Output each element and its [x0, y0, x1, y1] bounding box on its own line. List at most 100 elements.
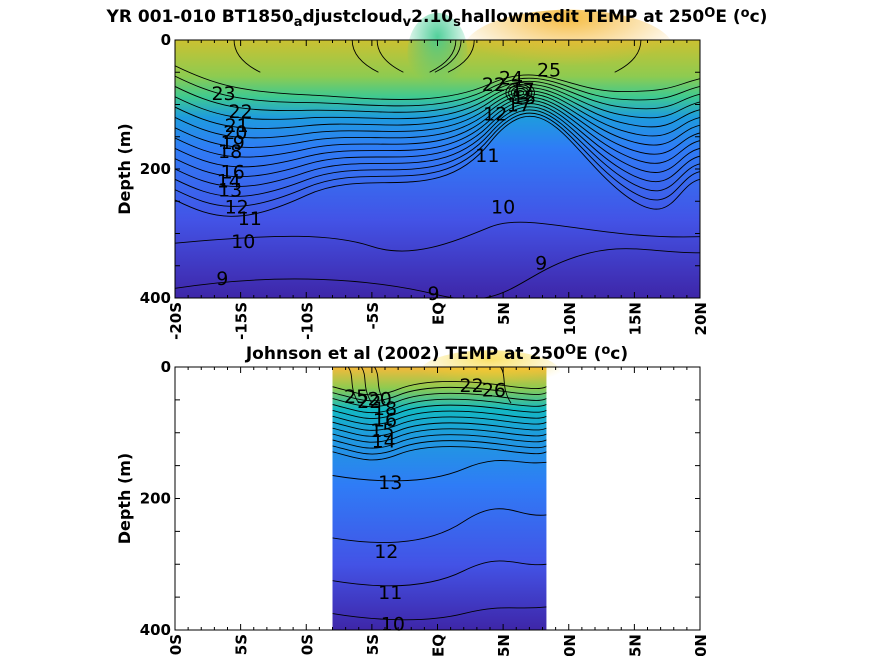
contour-line [175, 221, 700, 252]
contour-label: 22 [229, 101, 253, 123]
x-tick-label: -20S [167, 634, 185, 656]
x-tick-label: EQ [430, 302, 448, 325]
contour-line [351, 40, 379, 73]
contour-line [175, 93, 700, 148]
equatorial-upwelling [407, 12, 468, 93]
contour-line [332, 422, 547, 437]
contour-line [332, 440, 547, 455]
contour-line [332, 428, 547, 443]
contour-line [447, 40, 475, 73]
x-tick-label: -20S [167, 302, 185, 340]
contour-label: 10 [381, 613, 405, 635]
contour-label: 14 [372, 431, 396, 453]
contour-label: 12 [374, 541, 398, 563]
contour-lines [332, 367, 547, 621]
contour-label: 25 [344, 386, 368, 408]
contour-line [332, 398, 547, 414]
x-tick-label: 5N [495, 634, 513, 656]
contour-label: 20 [368, 389, 392, 411]
contour-line [516, 90, 524, 96]
x-tick-label: 20N [692, 634, 710, 656]
contour-line [500, 367, 512, 404]
x-tick-label: 15N [626, 634, 644, 656]
contour-label: 9 [216, 268, 228, 290]
y-tick-label: 400 [140, 289, 171, 307]
contour-label: 11 [378, 582, 402, 604]
contour-line [510, 86, 530, 100]
x-tick-label: -15S [233, 302, 251, 340]
contour-line [332, 404, 547, 419]
contour-label: 18 [218, 141, 242, 163]
contour-line [175, 109, 700, 197]
contour-label: 22 [357, 391, 381, 413]
contour-line [347, 367, 360, 404]
contour-line [175, 87, 700, 130]
chart-title: YR 001-010 BT1850adjustcloudv2.10shallow… [106, 6, 768, 29]
contour-line [332, 434, 547, 449]
contour-label: 17 [511, 79, 535, 101]
contour-label: 24 [499, 67, 523, 89]
contour-line [332, 410, 547, 425]
contour-label: 11 [238, 208, 262, 230]
temperature-field [332, 367, 547, 630]
contour-label: 9 [535, 253, 547, 275]
contour-line [332, 386, 547, 402]
contour-label: 21 [225, 115, 249, 137]
contour-line [376, 40, 404, 73]
y-axis-label: Depth (m) [115, 453, 134, 545]
chart-title: Johnson et al (2002) TEMP at 250OE (oc) [245, 343, 628, 364]
y-tick-label: 0 [161, 358, 171, 376]
contour-line [175, 106, 700, 187]
x-tick-label: -15S [233, 634, 251, 656]
x-tick-label: -5S [364, 634, 382, 656]
y-axis-label: Depth (m) [115, 123, 134, 215]
contour-label: 18 [373, 398, 397, 420]
contour-label: 10 [231, 231, 255, 253]
x-tick-label: -5S [364, 302, 382, 329]
contour-label: 14 [217, 171, 241, 193]
contour-line [429, 40, 457, 73]
contour-label: 20 [223, 122, 247, 144]
contour-label: 12 [225, 196, 249, 218]
contour-line [614, 40, 642, 73]
contour-label: 22 [460, 375, 484, 397]
x-tick-label: 5N [495, 302, 513, 325]
contour-label: 23 [211, 83, 235, 105]
contour-line [175, 65, 700, 100]
contour-line [175, 80, 700, 113]
contour-line [505, 82, 535, 104]
contour-line [434, 40, 462, 73]
contour-line [175, 75, 700, 107]
contour-line [175, 99, 700, 168]
contour-line [332, 459, 547, 482]
contour-line [332, 416, 547, 431]
contour-line [513, 88, 527, 98]
x-tick-label: 20N [692, 302, 710, 335]
contour-line [175, 84, 700, 120]
x-tick-label: 10N [561, 302, 579, 335]
contour-label: 16 [373, 410, 397, 432]
contour-line [332, 508, 547, 544]
contour-line [508, 84, 533, 102]
contour-line [374, 367, 386, 404]
contour-label: 22 [482, 74, 506, 96]
contour-line [175, 103, 700, 178]
contour-label: 16 [221, 162, 245, 184]
contour-label: 25 [537, 60, 561, 82]
x-tick-label: EQ [430, 634, 448, 656]
contour-line [175, 112, 700, 207]
contour-label: 11 [475, 145, 499, 167]
contour-line [233, 40, 261, 73]
contour-line [332, 392, 547, 408]
x-tick-label: -10S [298, 302, 316, 340]
contour-label: 19 [221, 132, 245, 154]
contour-label: 17 [507, 95, 531, 117]
y-tick-label: 200 [140, 490, 171, 508]
contour-label: 9 [428, 283, 440, 305]
y-tick-label: 0 [161, 31, 171, 49]
x-tick-label: 10N [561, 634, 579, 656]
y-tick-label: 400 [140, 621, 171, 639]
